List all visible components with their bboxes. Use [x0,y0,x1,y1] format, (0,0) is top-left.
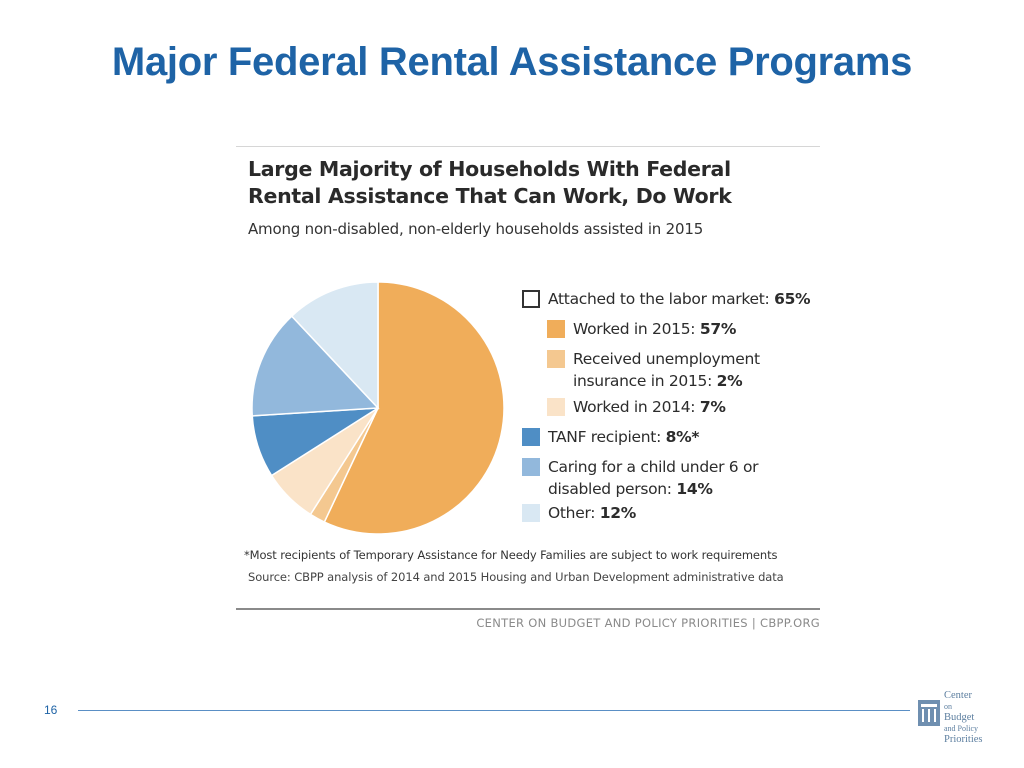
top-divider [236,146,820,147]
logo-text-line: Priorities [944,734,983,745]
chart-title: Large Majority of Households With Federa… [248,156,808,210]
cbpp-logo: Center on Budget and Policy Priorities [918,690,998,745]
legend-value: 2% [716,372,743,390]
pie-chart [251,281,505,535]
legend-text: Worked in 2015: 57% [573,318,736,340]
chart-subtitle: Among non-disabled, non-elderly househol… [248,220,704,238]
legend-label: Worked in 2015: [573,320,700,338]
pie-slice-4 [251,315,380,417]
legend-label: insurance in 2015: [573,372,717,390]
legend-swatch [547,350,565,368]
chart-footnote: *Most recipients of Temporary Assistance… [244,548,778,562]
logo-text-line: Budget [944,712,975,723]
legend-swatch [522,458,540,476]
footer-divider [78,710,910,711]
page-number: 16 [44,703,58,717]
legend-value: 7% [699,398,726,416]
legend-label: disabled person: [548,480,677,498]
legend-label-line: Received unemployment [573,350,760,368]
legend-value: 65% [774,290,811,308]
legend-label-line: disabled person: 14% [548,478,758,500]
chart-title-line2: Rental Assistance That Can Work, Do Work [248,184,732,208]
logo-text-line: on [944,702,952,711]
legend-text: Worked in 2014: 7% [573,396,726,418]
logo-text-line: and Policy [944,724,978,733]
legend-value: 14% [676,480,713,498]
legend-item: Worked in 2014: 7% [547,396,726,418]
pie-slice-0 [323,281,505,535]
legend-value: 8%* [665,428,700,446]
bottom-divider [236,608,820,610]
slide-title: Major Federal Rental Assistance Programs [111,40,913,84]
legend-text: Caring for a child under 6 or disabled pe… [548,456,759,500]
logo-text-line: Center [944,690,972,701]
pie-slice-5 [290,281,379,410]
legend-text: Other: 12% [548,502,636,524]
legend-label-line: Other: 12% [548,502,636,524]
legend-swatch [547,398,565,416]
legend-item: Attached to the labor market: 65% [522,288,811,310]
legend-label-line: Worked in 2015: 57% [573,318,736,340]
legend-swatch [522,290,540,308]
legend-label-line: Worked in 2014: 7% [573,396,726,418]
chart-credit: CENTER ON BUDGET AND POLICY PRIORITIES |… [476,616,820,630]
legend-item: Worked in 2015: 57% [547,318,736,340]
chart-figure: Large Majority of Households With Federa… [236,146,820,634]
legend-item: TANF recipient: 8%* [522,426,699,448]
legend-item: Other: 12% [522,502,636,524]
legend-swatch [547,320,565,338]
legend-label-line: Attached to the labor market: 65% [548,288,811,310]
legend-label-line: TANF recipient: 8%* [548,426,699,448]
legend-text: Received unemployment insurance in 2015: … [573,348,760,392]
legend-swatch [522,504,540,522]
legend-label: Attached to the labor market: [548,290,775,308]
legend-value: 57% [699,320,737,338]
legend-swatch [522,428,540,446]
legend-item: Caring for a child under 6 or disabled pe… [522,456,759,500]
legend-text: TANF recipient: 8%* [548,426,699,448]
logo-wordmark: Center on Budget and Policy Priorities [944,690,983,745]
legend-value: 12% [599,504,637,522]
legend-item: Received unemployment insurance in 2015: … [547,348,760,392]
chart-source: Source: CBPP analysis of 2014 and 2015 H… [248,570,784,584]
legend-text: Attached to the labor market: 65% [548,288,811,310]
chart-title-line1: Large Majority of Households With Federa… [248,157,731,181]
logo-building-icon [918,700,940,726]
legend-label-line: insurance in 2015: 2% [573,370,760,392]
legend-label: Other: [548,504,600,522]
legend-label-line: Caring for a child under 6 or [548,458,759,476]
legend-label: TANF recipient: [548,428,666,446]
legend-label: Worked in 2014: [573,398,700,416]
